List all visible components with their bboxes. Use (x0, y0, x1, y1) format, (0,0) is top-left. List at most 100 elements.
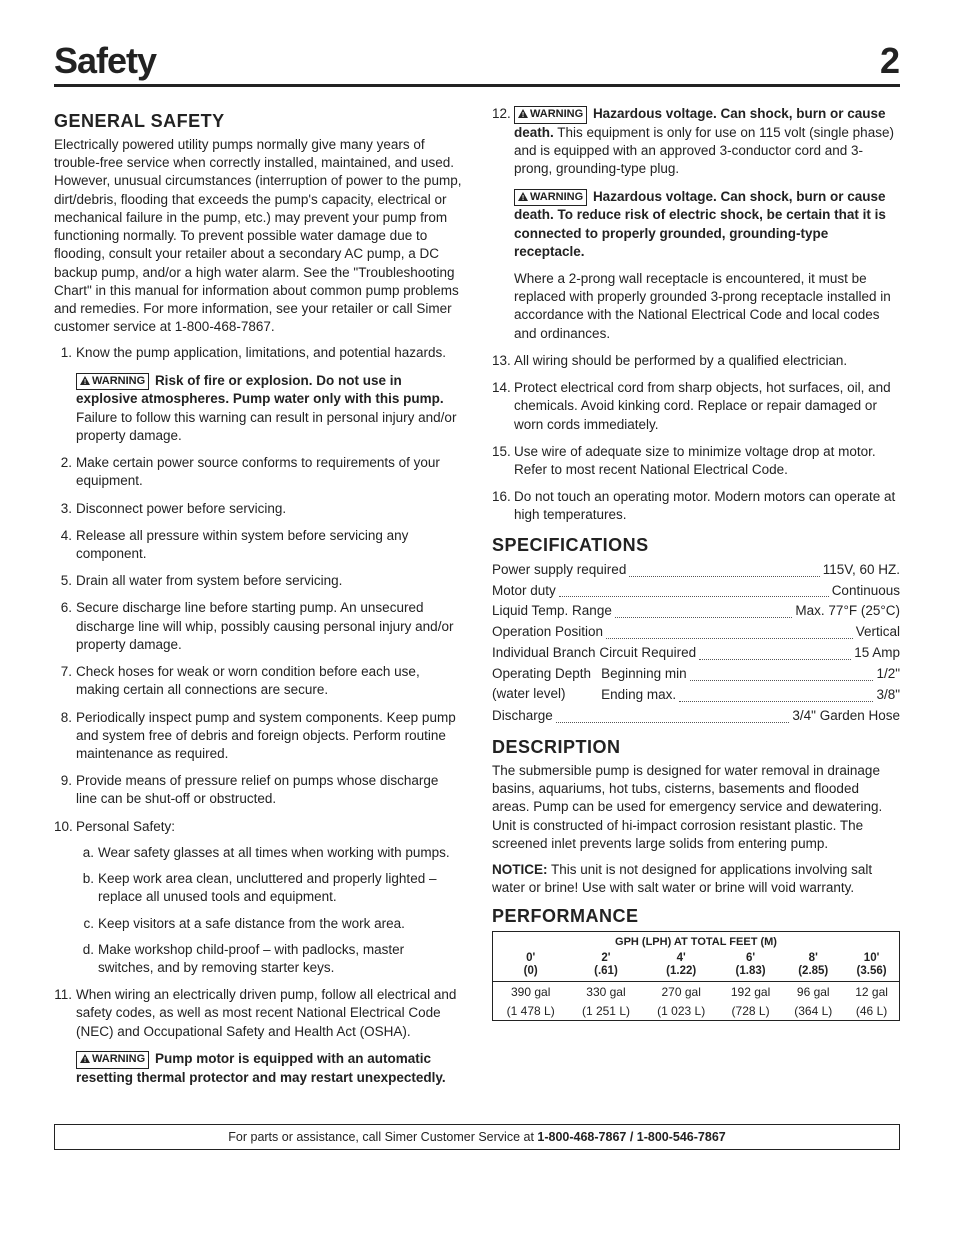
description-text: The submersible pump is designed for wat… (492, 762, 900, 853)
item-14: Protect electrical cord from sharp objec… (492, 379, 900, 434)
perf-cell: (46 L) (844, 1001, 899, 1021)
perf-cell: 270 gal (644, 981, 719, 1001)
spec-row: Individual Branch Circuit Required15 Amp (492, 643, 900, 664)
opdepth-label-1: Operating Depth (492, 664, 591, 684)
perf-cell: 330 gal (568, 981, 643, 1001)
spec-value: Max. 77°F (25°C) (795, 601, 900, 622)
perf-col-head: 6'(1.83) (719, 950, 783, 982)
svg-text:!: ! (84, 1057, 86, 1063)
item-12-rest: This equipment is only for use on 115 vo… (514, 125, 894, 176)
perf-cell: 12 gal (844, 981, 899, 1001)
item-10a: Wear safety glasses at all times when wo… (76, 844, 462, 862)
warning-badge: !WARNING (514, 106, 587, 124)
perf-cell: (1 023 L) (644, 1001, 719, 1021)
item-10c: Keep visitors at a safe distance from th… (76, 915, 462, 933)
spec-row: Motor duty Continuous (492, 581, 900, 602)
item-1: Know the pump application, limitations, … (54, 344, 462, 445)
right-column: !WARNING Hazardous voltage. Can shock, b… (492, 105, 900, 1096)
page-number: 2 (880, 40, 900, 82)
spec-value: Vertical (856, 622, 900, 643)
footer-phones: 1-800-468-7867 / 1-800-546-7867 (537, 1130, 725, 1144)
item-8: Periodically inspect pump and system com… (54, 709, 462, 764)
spec-label: Individual Branch Circuit Required (492, 643, 696, 664)
item-16: Do not touch an operating motor. Modern … (492, 488, 900, 524)
spec-discharge-label: Discharge (492, 706, 553, 727)
safety-list: Know the pump application, limitations, … (54, 344, 462, 1086)
notice-para: NOTICE: This unit is not designed for ap… (492, 861, 900, 897)
warning-triangle-icon: ! (80, 375, 90, 390)
opdepth-r2-value: 3/8" (876, 685, 900, 706)
perf-cell: 390 gal (493, 981, 569, 1001)
perf-cell: (1 251 L) (568, 1001, 643, 1021)
footer-text: For parts or assistance, call Simer Cust… (228, 1130, 537, 1144)
opdepth-r1-label: Beginning min (601, 664, 687, 685)
general-safety-intro: Electrically powered utility pumps norma… (54, 136, 462, 336)
spec-value: Continuous (832, 581, 900, 602)
footer: For parts or assistance, call Simer Cust… (54, 1124, 900, 1150)
spec-row: Power supply required115V, 60 HZ. (492, 560, 900, 581)
left-column: GENERAL SAFETY Electrically powered util… (54, 105, 462, 1096)
item-9: Provide means of pressure relief on pump… (54, 772, 462, 808)
perf-cell: 96 gal (782, 981, 844, 1001)
item-10d: Make workshop child-proof – with padlock… (76, 941, 462, 977)
warning-badge: ! WARNING (76, 1051, 149, 1069)
perf-col-head: 10'(3.56) (844, 950, 899, 982)
performance-table: GPH (LPH) AT TOTAL FEET (M) 0'(0)2'(.61)… (492, 931, 900, 1021)
page-header: Safety 2 (54, 40, 900, 87)
item-12-p2: Where a 2-prong wall receptacle is encou… (514, 270, 900, 343)
spec-list: Power supply required115V, 60 HZ.Motor d… (492, 560, 900, 665)
opdepth-r2-label: Ending max. (601, 685, 676, 706)
spec-label: Motor duty (492, 581, 556, 602)
spec-label: Operation Position (492, 622, 603, 643)
perf-row-liters: (1 478 L)(1 251 L)(1 023 L)(728 L)(364 L… (493, 1001, 900, 1021)
spec-operating-depth: Operating Depth (water level) Beginning … (492, 664, 900, 706)
svg-text:!: ! (84, 379, 86, 385)
item-7: Check hoses for weak or worn condition b… (54, 663, 462, 699)
spec-discharge-value: 3/4" Garden Hose (792, 706, 900, 727)
perf-row-gal: 390 gal330 gal270 gal192 gal96 gal12 gal (493, 981, 900, 1001)
perf-col-head: 0'(0) (493, 950, 569, 982)
spec-value: 115V, 60 HZ. (823, 560, 900, 581)
perf-group-head: GPH (LPH) AT TOTAL FEET (M) (493, 931, 900, 950)
perf-col-head: 8'(2.85) (782, 950, 844, 982)
opdepth-label-2: (water level) (492, 684, 591, 704)
item-11: When wiring an electrically driven pump,… (54, 986, 462, 1087)
perf-cell: 192 gal (719, 981, 783, 1001)
item-4: Release all pressure within system befor… (54, 527, 462, 563)
notice-label: NOTICE: (492, 862, 548, 877)
warning-triangle-icon: ! (518, 191, 528, 206)
safety-list-cont: !WARNING Hazardous voltage. Can shock, b… (492, 105, 900, 525)
svg-text:!: ! (522, 195, 524, 201)
notice-text: This unit is not designed for applicatio… (492, 862, 872, 895)
item-1-text: Know the pump application, limitations, … (76, 345, 446, 360)
warning-label: WARNING (92, 1053, 145, 1065)
section-description: DESCRIPTION (492, 737, 900, 758)
spec-row: Liquid Temp. Range Max. 77°F (25°C) (492, 601, 900, 622)
spec-row: Operation Position Vertical (492, 622, 900, 643)
perf-col-head: 4'(1.22) (644, 950, 719, 982)
item-10-sublist: Wear safety glasses at all times when wo… (76, 844, 462, 977)
spec-discharge: Discharge 3/4" Garden Hose (492, 706, 900, 727)
columns: GENERAL SAFETY Electrically powered util… (54, 105, 900, 1096)
item-2: Make certain power source conforms to re… (54, 454, 462, 490)
item-15: Use wire of adequate size to minimize vo… (492, 443, 900, 479)
item-12: !WARNING Hazardous voltage. Can shock, b… (492, 105, 900, 343)
item-11-text: When wiring an electrically driven pump,… (76, 987, 456, 1038)
perf-cell: (364 L) (782, 1001, 844, 1021)
warning-triangle-icon: ! (518, 108, 528, 123)
warn-1-rest: Failure to follow this warning can resul… (76, 410, 456, 443)
spec-label: Liquid Temp. Range (492, 601, 612, 622)
warning-badge: ! WARNING (514, 189, 587, 207)
section-specifications: SPECIFICATIONS (492, 535, 900, 556)
opdepth-r1-value: 1/2" (876, 664, 900, 685)
section-general-safety: GENERAL SAFETY (54, 111, 462, 132)
warning-label: WARNING (92, 375, 145, 387)
section-performance: PERFORMANCE (492, 906, 900, 927)
item-10b: Keep work area clean, uncluttered and pr… (76, 870, 462, 906)
warning-triangle-icon: ! (80, 1053, 90, 1068)
page-title: Safety (54, 40, 156, 82)
perf-col-head: 2'(.61) (568, 950, 643, 982)
warning-label: WARNING (530, 191, 583, 203)
warning-label: WARNING (530, 108, 583, 120)
item-10: Personal Safety: Wear safety glasses at … (54, 818, 462, 978)
